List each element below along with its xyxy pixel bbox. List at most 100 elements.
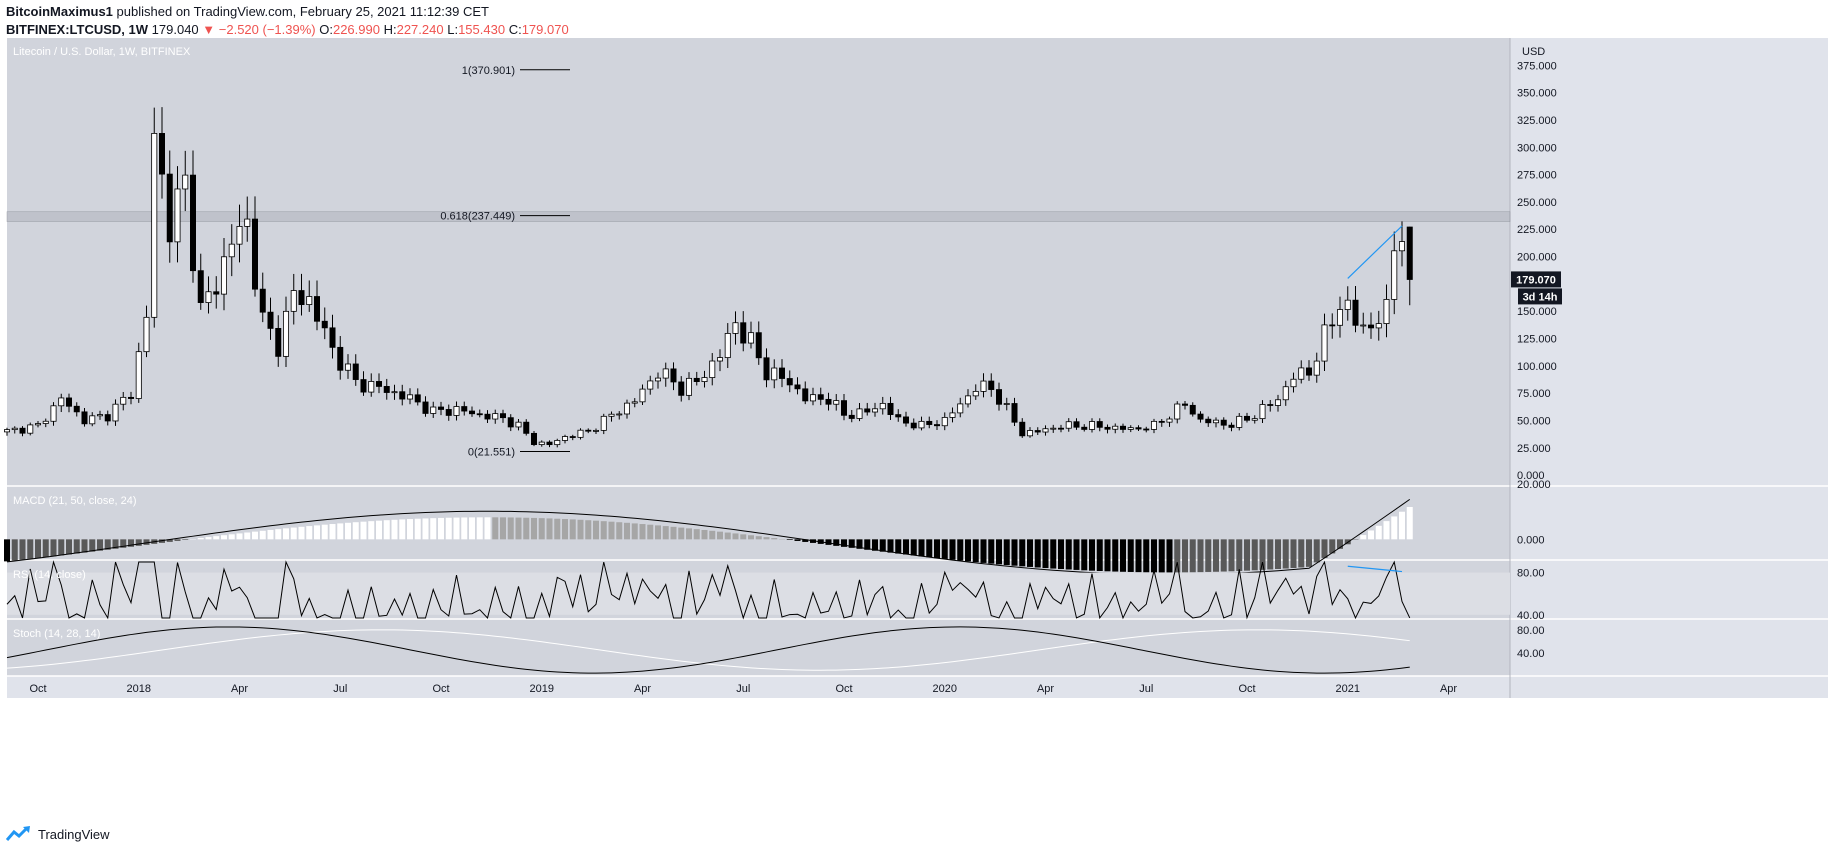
candle [546,441,553,446]
author-name[interactable]: BitcoinMaximus1 [6,4,113,19]
candle [616,413,623,416]
macd-bar [996,539,1002,565]
candle [1205,418,1212,424]
macd-bar [438,517,444,540]
candle [980,380,987,392]
candle [965,395,972,405]
candle [887,402,894,415]
candle [701,377,708,382]
candle [1406,226,1413,280]
candle [1282,386,1289,401]
candle [740,322,747,344]
macd-bar [562,519,568,540]
candle [841,400,848,416]
macd-bar [283,528,289,540]
macd-bar [1337,539,1343,549]
candle [499,413,506,419]
macd-bar [399,519,406,540]
macd-bar [523,517,530,540]
high-value: 227.240 [396,22,444,37]
macd-bar [352,522,359,540]
macd-bar [941,539,948,559]
candle [918,420,925,429]
candle [135,351,142,399]
macd-bar [1375,525,1382,540]
macd-bar [1127,539,1134,572]
macd-bar [1019,539,1026,567]
candle [375,381,382,387]
candle [329,327,336,348]
candle [817,394,824,400]
macd-bar [1166,539,1173,573]
macd-bar [135,539,142,546]
macd-bar [848,539,855,548]
candle [406,394,413,400]
stoch-k-line [6,626,1410,674]
time-tick-label: Jul [333,683,347,695]
fib-level-label: 0.618(237.449) [440,211,515,223]
macd-bar [1360,535,1367,540]
candle [244,218,251,227]
macd-bar [647,524,654,540]
candle [1042,428,1049,433]
macd-bar [267,529,274,540]
macd-bar [1306,539,1312,567]
candle [647,380,654,390]
macd-bar [515,517,522,540]
candle [810,394,817,402]
macd-bar [709,530,716,540]
macd-bar [755,536,762,540]
candle [1003,403,1010,405]
candle [352,363,359,380]
candle [926,420,933,425]
macd-bar [763,537,770,540]
candle [833,400,840,405]
candle [1275,399,1282,406]
candle [895,414,902,418]
candle [197,270,204,303]
footer-brand[interactable]: TradingView [38,826,110,842]
candle [538,441,545,445]
candle [794,384,801,390]
macd-bar [89,539,96,552]
macd-bar [841,539,847,547]
candle [577,429,584,438]
macd-bar [1313,539,1320,563]
macd-bar [1329,539,1336,554]
candle [1182,403,1189,406]
stoch-title: Stoch (14, 28, 14) [13,628,100,640]
candle [771,367,778,381]
price-tick-label: 100.000 [1517,361,1557,373]
macd-bar [1003,539,1010,566]
candle [1189,404,1196,415]
candle [236,226,243,245]
candle [941,417,948,427]
price-axis-unit: USD [1522,46,1545,58]
macd-bar [686,528,692,540]
macd-bar [368,521,375,540]
macd-bar [864,539,871,550]
macd-bar [321,524,328,540]
price-tick-label: 275.000 [1517,170,1557,182]
candle [1065,421,1072,429]
macd-bar [252,531,258,540]
candle [182,174,189,190]
candle [1344,299,1351,310]
candle [1034,430,1041,433]
macd-bar [213,536,220,540]
macd-bar [1244,539,1250,571]
open-label: O: [319,22,333,37]
price-tick-label: 25.000 [1517,443,1551,455]
candle [686,377,693,396]
candle [282,310,289,357]
candle [112,403,119,422]
macd-title: MACD (21, 50, close, 24) [13,495,137,507]
candle [1019,421,1026,437]
macd-bar [895,539,902,554]
trend-line [1347,225,1403,279]
macd-bar [182,539,189,540]
countdown-label: 3d 14h [1523,291,1558,303]
price-tick-label: 200.000 [1517,252,1557,264]
macd-bar [585,520,592,540]
